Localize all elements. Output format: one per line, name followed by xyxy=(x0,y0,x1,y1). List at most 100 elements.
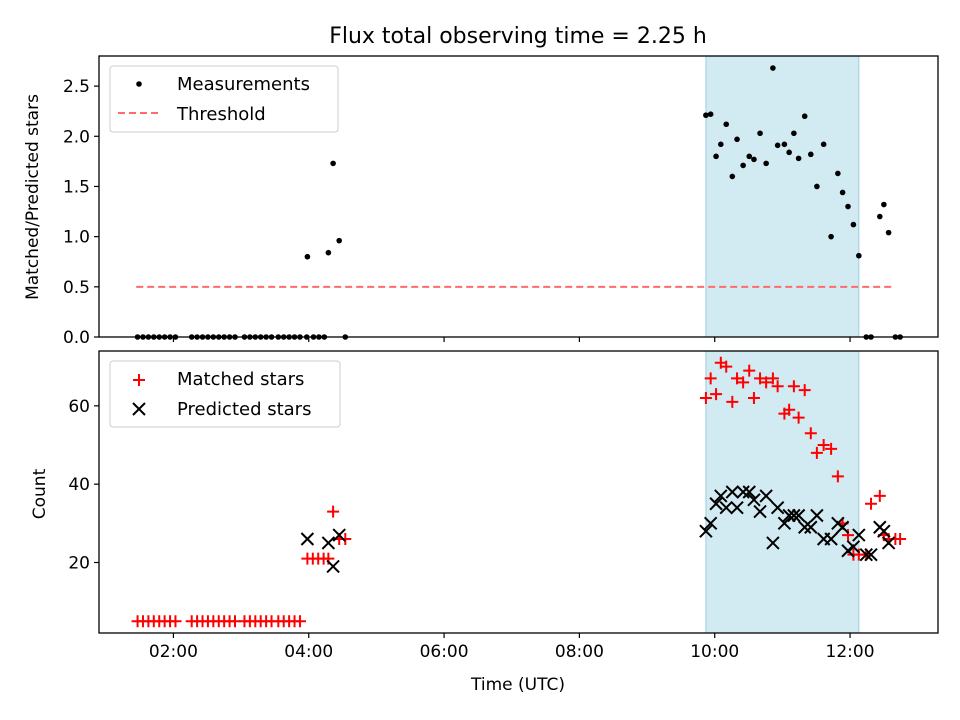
y-tick-label: 1.5 xyxy=(63,177,90,197)
predicted-stars-point xyxy=(703,516,718,531)
y-tick-label: 60 xyxy=(68,397,90,417)
top-plot-frame xyxy=(98,55,939,338)
matched-stars-point xyxy=(339,533,352,545)
predicted-stars-point xyxy=(804,520,818,534)
measurements-point xyxy=(835,170,841,177)
x-axis-label: Time (UTC) xyxy=(470,675,565,695)
matched-stars-point xyxy=(737,376,750,389)
y-tick-label: 2.5 xyxy=(63,77,90,97)
measurements-point xyxy=(703,112,709,119)
measurements-point xyxy=(885,229,892,236)
predicted-stars-point xyxy=(332,528,346,542)
matched-stars-point xyxy=(726,395,739,408)
x-tick-label: 06:00 xyxy=(420,642,469,662)
measurements-point xyxy=(795,155,802,162)
measurements-point xyxy=(801,113,808,120)
measurements-point xyxy=(751,156,757,163)
measurements-point xyxy=(845,203,851,210)
predicted-stars-point xyxy=(709,497,723,511)
matched-stars-point xyxy=(804,427,817,440)
matched-stars-point xyxy=(792,411,805,424)
predicted-stars-point xyxy=(326,559,340,574)
matched-stars-point xyxy=(787,380,800,393)
predicted-stars-point xyxy=(859,547,873,562)
top-legend-box xyxy=(109,65,339,133)
predicted-stars-point xyxy=(777,516,792,531)
matched-stars-point xyxy=(754,372,767,385)
measurements-point xyxy=(740,162,746,169)
predicted-stars-point xyxy=(810,508,824,523)
measurements-point xyxy=(828,233,834,240)
predicted-stars-point xyxy=(321,536,336,550)
matched-stars-point xyxy=(169,615,182,628)
measurements-point xyxy=(336,237,342,244)
legend-measurements-label: Measurements xyxy=(177,74,310,95)
measurements-point xyxy=(807,151,814,158)
measurements-point xyxy=(330,160,336,167)
measurements-point xyxy=(763,160,769,167)
matched-stars-point xyxy=(731,372,744,385)
measurements-point xyxy=(304,253,311,260)
predicted-stars-point xyxy=(753,504,767,519)
predicted-stars-point xyxy=(766,536,780,550)
predicted-stars-point xyxy=(699,524,713,538)
predicted-stars-point xyxy=(787,508,801,523)
predicted-stars-point xyxy=(770,500,785,515)
predicted-stars-point xyxy=(797,520,812,534)
bottom-legend-box xyxy=(109,360,341,428)
top-panel: 0.0 0.5 1.0 1.5 2.0 2.5 Matched/Predicted sta… xyxy=(23,55,939,348)
predicted-stars-point xyxy=(300,532,315,546)
matched-stars-point xyxy=(710,388,723,401)
chart-title: Flux total observing time = 2.25 h xyxy=(329,24,707,49)
matched-stars-point xyxy=(873,489,886,502)
matched-stars-point xyxy=(817,439,830,451)
y-tick-label: 0.0 xyxy=(63,328,90,348)
legend-predicted-marker xyxy=(132,402,146,416)
matched-stars-point xyxy=(894,533,907,545)
matched-stars-point xyxy=(743,364,756,377)
matched-stars-point xyxy=(720,360,733,373)
y-tick-label: 0.5 xyxy=(63,278,90,298)
matched-stars-point xyxy=(825,442,838,455)
matched-stars-point xyxy=(699,392,712,404)
y-tick-label: 2.0 xyxy=(63,127,90,147)
matched-stars-point xyxy=(760,376,773,389)
legend-measurements-marker xyxy=(136,81,142,87)
measurements-point xyxy=(707,111,714,118)
predicted-stars-point xyxy=(714,489,728,503)
measurements-point xyxy=(770,65,776,71)
measurements-point xyxy=(757,130,763,137)
bottom-plot-frame xyxy=(98,350,939,634)
legend-threshold-label: Threshold xyxy=(176,104,266,125)
measurements-point xyxy=(839,189,846,196)
measurements-point xyxy=(746,153,753,160)
measurements-point xyxy=(734,136,740,143)
matched-stars-point xyxy=(798,384,811,397)
measurements-point xyxy=(723,121,730,128)
predicted-stars-point xyxy=(824,532,838,546)
measurements-point xyxy=(325,249,332,256)
measurements-point xyxy=(718,141,724,148)
measurements-point xyxy=(713,153,719,160)
measurements-point xyxy=(877,213,883,220)
matched-stars-point xyxy=(810,446,823,459)
x-tick-label: 04:00 xyxy=(284,642,333,662)
predicted-stars-point xyxy=(759,489,773,503)
measurements-point xyxy=(774,142,781,149)
y-tick-label: 40 xyxy=(68,475,90,495)
measurements-point xyxy=(856,252,862,259)
x-tick-label: 12:00 xyxy=(826,642,875,662)
predicted-stars-point xyxy=(835,520,850,534)
measurements-point xyxy=(729,173,736,180)
predicted-stars-point xyxy=(846,540,861,554)
matched-stars-point xyxy=(704,372,717,385)
matched-stars-point xyxy=(327,505,340,518)
matched-stars-point xyxy=(747,392,760,404)
measurements-point xyxy=(814,183,820,190)
top-legend: Measurements Threshold xyxy=(109,65,339,133)
matched-stars-point xyxy=(766,372,779,385)
predicted-stars-point xyxy=(719,500,733,515)
bottom-panel: 20 40 60 02:00 04:00 06:00 08:00 10:00 12:00 Co… xyxy=(30,350,939,695)
predicted-stars-point xyxy=(782,508,796,523)
